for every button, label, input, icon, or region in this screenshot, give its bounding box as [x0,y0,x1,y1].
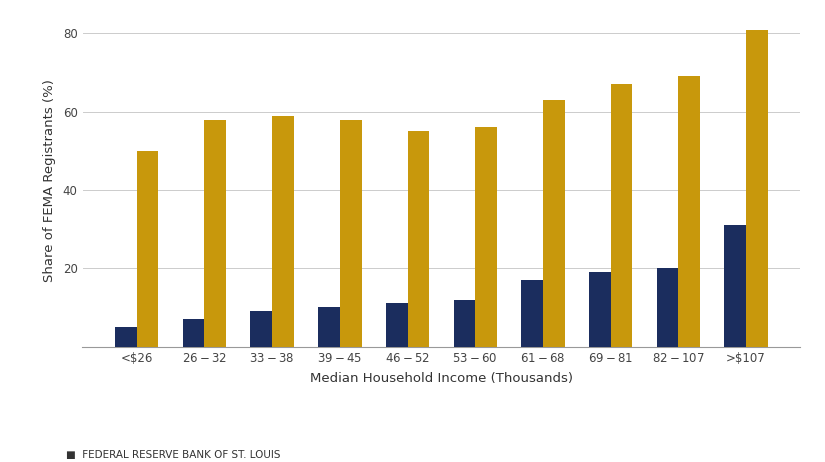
Legend: SBA Loans, FEMA Grants: SBA Loans, FEMA Grants [332,460,551,462]
Bar [251,311,272,346]
Bar [475,128,497,346]
Bar [678,77,700,346]
Bar [205,120,226,346]
Bar [657,268,678,346]
Bar [340,120,361,346]
Bar [183,319,205,346]
Y-axis label: Share of FEMA Registrants (%): Share of FEMA Registrants (%) [43,79,56,282]
Bar [454,299,475,346]
Bar [543,100,564,346]
Text: ■  FEDERAL RESERVE BANK OF ST. LOUIS: ■ FEDERAL RESERVE BANK OF ST. LOUIS [66,450,280,460]
X-axis label: Median Household Income (Thousands): Median Household Income (Thousands) [310,372,573,385]
Bar [386,304,408,346]
Bar [116,327,137,346]
Bar [724,225,746,346]
Bar [521,280,543,346]
Bar [408,131,429,346]
Bar [137,151,158,346]
Bar [589,272,610,346]
Bar [272,116,294,346]
Bar [610,84,632,347]
Bar [318,307,340,346]
Bar [746,30,767,346]
